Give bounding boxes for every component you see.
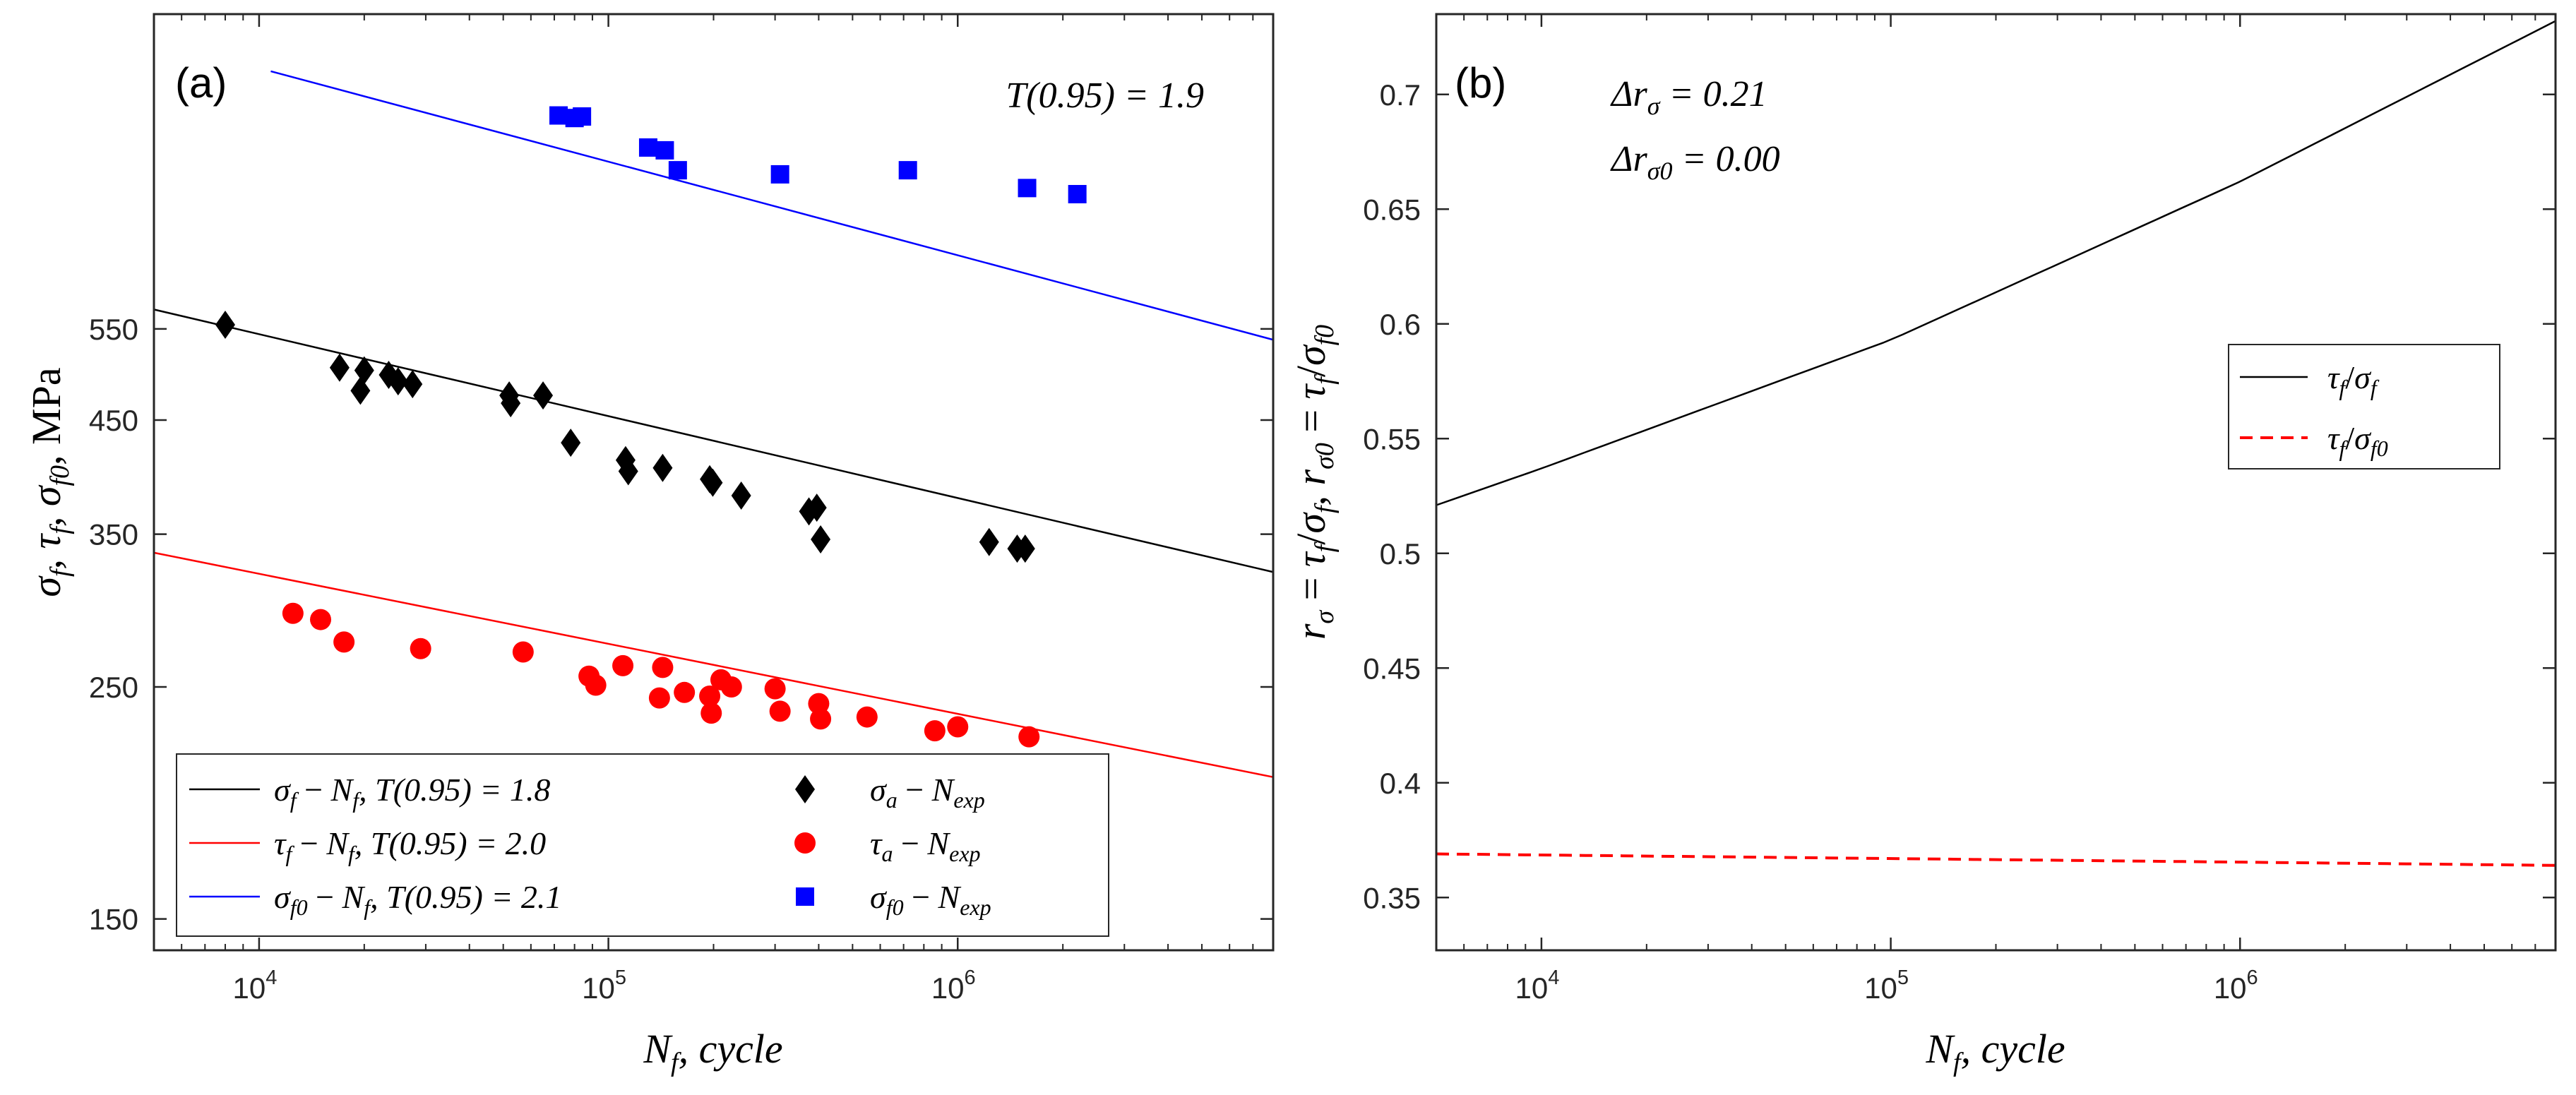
panel-a-ytick-label-0: 150 <box>89 903 138 936</box>
point-circle-22 <box>1018 726 1040 748</box>
panel-b-ytick-label-3: 0.5 <box>1380 537 1421 570</box>
point-square-0 <box>549 106 568 125</box>
point-circle-18 <box>810 708 832 730</box>
point-diamond-16 <box>731 481 751 510</box>
point-diamond-20 <box>979 527 999 556</box>
panel-b-ytick-label-5: 0.6 <box>1380 308 1421 341</box>
point-circle-8 <box>648 687 670 709</box>
legend-marker-diamond <box>795 775 815 803</box>
panel-a-annotation: T(0.95) = 1.9 <box>1006 76 1204 116</box>
panel-b-legend: τf/σf τf/σf0 <box>2228 344 2500 469</box>
point-diamond-9 <box>533 381 554 410</box>
legend-marker-circle <box>794 832 816 854</box>
point-circle-14 <box>720 676 742 698</box>
panel-b-ytick-label-7: 0.7 <box>1380 78 1421 112</box>
panel-a-legend-box <box>176 753 1109 937</box>
panel-b-ytick-label-1: 0.4 <box>1380 767 1421 800</box>
point-circle-21 <box>947 716 969 738</box>
panel-b-xtick-label-0: 104 <box>1515 967 1559 1005</box>
point-circle-9 <box>652 657 674 678</box>
point-circle-11 <box>699 686 721 707</box>
point-circle-12 <box>700 702 722 724</box>
point-diamond-5 <box>388 367 408 396</box>
point-circle-1 <box>310 609 332 630</box>
panel-a-legend: σf − Nf, T(0.95) = 1.8 τf − Nf, T(0.95) … <box>176 753 1109 937</box>
point-circle-7 <box>612 654 634 676</box>
point-circle-20 <box>924 720 946 742</box>
point-diamond-18 <box>806 493 827 522</box>
point-circle-19 <box>856 706 878 728</box>
panel-a-ytick-label-3: 450 <box>89 404 138 437</box>
point-square-6 <box>770 164 789 184</box>
panel-a-ytick-label-4: 550 <box>89 313 138 346</box>
panel-b-ylabel: rσ = τf/σf, rσ0 = τf/σf0 <box>1288 325 1340 640</box>
point-diamond-3 <box>350 376 371 405</box>
panel-a-xtick-label-0: 104 <box>232 967 277 1005</box>
panel-b-xlabel: Nf, cycle <box>1925 1026 2065 1077</box>
point-square-5 <box>668 161 687 180</box>
panel-a-xtick-label-2: 106 <box>931 967 976 1005</box>
point-circle-16 <box>769 700 791 722</box>
point-diamond-6 <box>402 370 423 399</box>
point-diamond-15 <box>703 468 723 497</box>
panel-b-ytick-label-6: 0.65 <box>1363 193 1421 226</box>
point-circle-4 <box>512 641 534 663</box>
point-square-8 <box>1018 179 1037 198</box>
legend-marker-square <box>796 887 814 906</box>
point-circle-6 <box>585 674 607 696</box>
panel-b-ytick-label-2: 0.45 <box>1363 652 1421 685</box>
panel-b-ytick-label-0: 0.35 <box>1363 881 1421 914</box>
point-circle-10 <box>674 681 696 703</box>
point-diamond-8 <box>501 389 521 418</box>
panel-b-annotation-delta-r-sigma0: Δrσ0 = 0.00 <box>1610 139 1780 185</box>
legend-label-sigma-f0-exp: σf0 − Nexp <box>870 879 991 920</box>
point-square-2 <box>573 107 592 126</box>
point-diamond-10 <box>561 429 581 457</box>
panel-a-ytick-label-1: 250 <box>89 671 138 704</box>
point-circle-0 <box>282 602 304 624</box>
panel-b-ticks: 104 105 106 0.35 0.4 0.45 0.5 0.55 0.6 0.65 0.7 <box>1363 14 2556 1005</box>
fit-line-2 <box>270 70 1274 341</box>
point-diamond-2 <box>354 356 374 385</box>
panel-b-plot-content <box>1436 20 2556 867</box>
legend-label-sigma-f0-fit: σf0 − Nf, T(0.95) = 2.1 <box>274 879 561 920</box>
point-square-7 <box>898 161 917 180</box>
point-circle-15 <box>764 678 786 700</box>
point-diamond-1 <box>329 353 350 382</box>
point-circle-17 <box>808 693 830 714</box>
point-square-9 <box>1068 184 1087 203</box>
point-square-3 <box>638 138 657 157</box>
panel-b-ytick-label-4: 0.55 <box>1363 422 1421 455</box>
panel-a-ytick-label-2: 350 <box>89 518 138 551</box>
panel-b-label: (b) <box>1455 59 1506 107</box>
panel-b-xtick-label-1: 105 <box>1864 967 1909 1005</box>
point-circle-2 <box>333 631 355 653</box>
panel-a: 104 105 106 150 250 350 450 550 (a) T(0.95) = 1… <box>23 13 1275 1077</box>
legend-label-ratio-sigma-f: τf/σf <box>2327 359 2380 400</box>
point-diamond-13 <box>652 453 673 482</box>
panel-a-ticks: 104 105 106 150 250 350 450 550 <box>89 14 1274 1005</box>
point-diamond-0 <box>215 311 235 340</box>
series-line-0 <box>1436 20 2556 506</box>
fit-line-0 <box>153 309 1274 573</box>
legend-label-tau-f-fit: τf − Nf, T(0.95) = 2.0 <box>274 825 546 866</box>
fit-line-1 <box>153 551 1274 778</box>
point-diamond-19 <box>811 525 831 554</box>
series-line-1 <box>1436 852 2556 867</box>
point-circle-3 <box>410 638 431 659</box>
panel-a-xlabel: Nf, cycle <box>643 1026 782 1077</box>
panel-a-plot-content <box>153 70 1274 778</box>
point-diamond-22 <box>1015 534 1035 563</box>
panel-a-xtick-label-1: 105 <box>582 967 626 1005</box>
panel-b-xtick-label-2: 106 <box>2214 967 2258 1005</box>
point-square-4 <box>655 140 674 160</box>
point-diamond-12 <box>618 457 638 486</box>
legend-label-sigma-f-fit: σf − Nf, T(0.95) = 1.8 <box>274 772 550 813</box>
panel-b-legend-box <box>2228 344 2500 469</box>
panel-b-annotation-delta-r-sigma: Δrσ = 0.21 <box>1610 74 1767 120</box>
panel-b: 104 105 106 0.35 0.4 0.45 0.5 0.55 0.6 0.65 0.7 (b… <box>1288 13 2557 1077</box>
panel-a-label: (a) <box>175 59 227 107</box>
